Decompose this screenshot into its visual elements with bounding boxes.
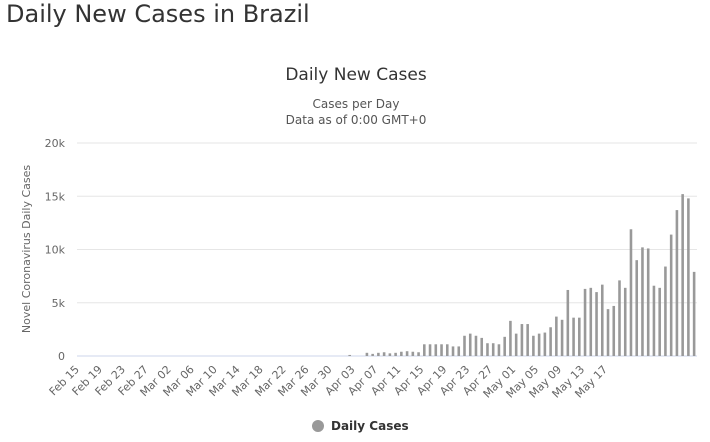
chart-title: Daily New Cases — [285, 65, 427, 85]
chart-subtitle-line-2: Data as of 0:00 GMT+0 — [286, 113, 427, 127]
y-tick-label: 20k — [45, 137, 66, 150]
bar[interactable] — [618, 280, 621, 356]
y-tick-label: 10k — [45, 244, 66, 257]
bar[interactable] — [377, 352, 380, 356]
y-tick-label: 5k — [52, 297, 66, 310]
bar[interactable] — [560, 319, 564, 356]
bar[interactable] — [635, 260, 639, 356]
legend-marker[interactable] — [312, 420, 324, 432]
y-tick-label: 15k — [45, 190, 66, 203]
bar[interactable] — [600, 284, 604, 356]
bar[interactable] — [348, 354, 351, 356]
bar[interactable] — [537, 333, 541, 356]
bar[interactable] — [509, 320, 512, 356]
bar[interactable] — [549, 327, 552, 356]
bar[interactable] — [382, 352, 386, 356]
bar[interactable] — [474, 335, 478, 356]
y-tick-label: 0 — [58, 350, 65, 363]
bar[interactable] — [497, 344, 501, 356]
legend[interactable]: Daily Cases — [312, 419, 409, 433]
bar[interactable] — [445, 344, 449, 356]
bar[interactable] — [566, 289, 570, 356]
bar[interactable] — [423, 344, 426, 356]
bar[interactable] — [451, 346, 455, 356]
bar[interactable] — [641, 247, 644, 356]
bar[interactable] — [532, 335, 535, 356]
bar[interactable] — [417, 352, 420, 356]
bar[interactable] — [520, 324, 524, 356]
page-heading: Daily New Cases in Brazil — [6, 0, 310, 28]
bar[interactable] — [658, 287, 661, 356]
bar[interactable] — [572, 317, 575, 356]
bar[interactable] — [434, 344, 438, 356]
bar[interactable] — [589, 287, 593, 356]
bar[interactable] — [629, 229, 633, 356]
bar[interactable] — [675, 210, 679, 356]
bar[interactable] — [681, 194, 684, 356]
bars — [348, 194, 696, 356]
bar[interactable] — [664, 266, 667, 356]
bar[interactable] — [428, 344, 432, 356]
legend-label[interactable]: Daily Cases — [331, 419, 409, 433]
bar[interactable] — [411, 351, 415, 356]
bar[interactable] — [623, 287, 627, 356]
bar[interactable] — [514, 333, 518, 356]
bar[interactable] — [606, 309, 610, 356]
bar[interactable] — [692, 271, 696, 356]
bar[interactable] — [669, 234, 673, 356]
bar[interactable] — [578, 317, 581, 356]
bar[interactable] — [405, 351, 409, 356]
bar[interactable] — [480, 337, 484, 356]
bar[interactable] — [595, 292, 598, 356]
bar[interactable] — [503, 336, 506, 356]
bar[interactable] — [457, 346, 461, 356]
bar[interactable] — [371, 353, 374, 356]
bar[interactable] — [652, 285, 656, 356]
bar[interactable] — [365, 352, 369, 356]
bar[interactable] — [526, 324, 529, 356]
bar[interactable] — [400, 351, 403, 356]
bar[interactable] — [646, 248, 650, 356]
bar[interactable] — [463, 335, 466, 356]
bar[interactable] — [687, 198, 690, 356]
bar[interactable] — [583, 288, 587, 356]
bar[interactable] — [440, 344, 443, 356]
bar[interactable] — [555, 316, 558, 356]
bar[interactable] — [491, 343, 495, 356]
bar[interactable] — [612, 305, 616, 356]
bar[interactable] — [486, 343, 489, 356]
y-axis-ticks: 0 5k 10k 15k 20k — [45, 137, 66, 363]
bar[interactable] — [543, 332, 547, 356]
bar[interactable] — [394, 352, 397, 356]
chart-subtitle-line-1: Cases per Day — [313, 97, 400, 111]
bar[interactable] — [388, 353, 392, 356]
gridlines — [77, 142, 697, 357]
y-axis-label: Novel Coronavirus Daily Cases — [20, 165, 33, 333]
bar[interactable] — [468, 333, 472, 356]
